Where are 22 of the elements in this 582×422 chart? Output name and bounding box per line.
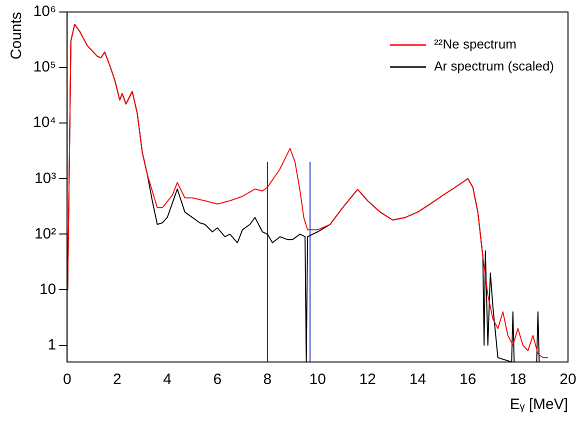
y-tick-label: 10⁶ bbox=[33, 3, 56, 20]
y-tick-label: 10 bbox=[39, 280, 56, 298]
y-tick-label: 10³ bbox=[34, 170, 56, 187]
x-axis-title: Eᵧ [MeV] bbox=[510, 396, 568, 414]
y-axis-title: Counts bbox=[8, 12, 26, 60]
y-tick-label: 1 bbox=[48, 336, 56, 354]
y-tick-label: 10⁴ bbox=[32, 114, 56, 132]
x-tick-label: 14 bbox=[409, 371, 426, 388]
x-tick-label: 8 bbox=[263, 371, 272, 388]
x-tick-label: 10 bbox=[309, 371, 326, 388]
legend-label: Ar spectrum (scaled) bbox=[434, 58, 554, 74]
x-tick-label: 2 bbox=[113, 371, 122, 388]
x-tick-label: 4 bbox=[163, 371, 172, 388]
x-tick-label: 18 bbox=[510, 371, 526, 388]
x-tick-label: 0 bbox=[62, 371, 72, 388]
x-tick-label: 6 bbox=[213, 371, 222, 388]
y-tick-label: 10² bbox=[34, 225, 56, 242]
x-tick-label: 20 bbox=[560, 371, 576, 388]
x-tick-label: 16 bbox=[459, 371, 476, 388]
legend-label: ²²Ne spectrum bbox=[434, 36, 516, 52]
y-tick-label: 10⁵ bbox=[33, 58, 56, 76]
x-tick-label: 12 bbox=[359, 371, 376, 388]
